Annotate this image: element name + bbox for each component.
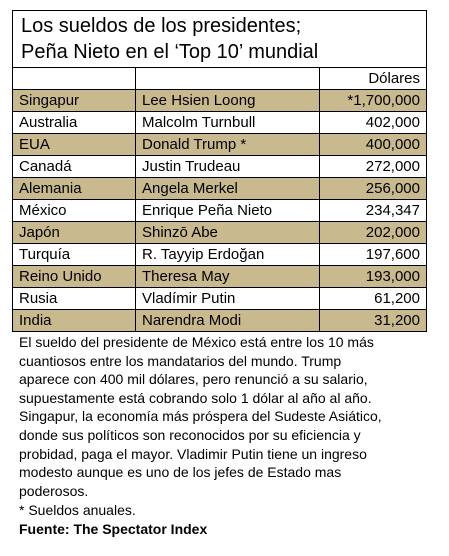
table-cell: Theresa May [135,265,319,287]
table-cell: Enrique Peña Nieto [135,199,319,221]
table-cell: Lee Hsien Loong [135,89,319,111]
table-cell: 202,000 [319,221,426,243]
body-line: cuantiosos entre los mandatarios del mun… [19,352,342,369]
table-cell: Turquía [13,243,135,265]
body-line: modesto aunque es uno de los jefes de Es… [19,464,342,481]
body-line: El sueldo del presidente de México está … [19,334,374,350]
title-line: Los sueldos de los presidentes; [21,15,302,37]
table-cell: Alemania [13,177,135,199]
source: Fuente: The Spectator Index [19,521,208,537]
table-cell: 234,347 [319,199,426,221]
header-cell: Dólares [319,67,426,89]
salary-table: Los sueldos de los presidentes; Peña Nie… [12,10,427,332]
body-line: aparece con 400 mil dólares, pero renunc… [19,371,368,388]
table-cell: Australia [13,111,135,133]
header-blank [13,67,135,89]
table-cell: R. Tayyip Erdoğan [135,243,319,265]
table-cell: 193,000 [319,265,426,287]
table-cell: *1,700,000 [319,89,426,111]
body-line: donde sus políticos son reconocidos por … [19,427,361,443]
table-cell: Shinzō Abe [135,221,319,243]
table-cell: Vladímir Putin [135,287,319,309]
title-line: Peña Nieto en el ‘Top 10’ mundial [21,41,319,63]
table-cell: Reino Unido [13,265,135,287]
table-cell: Japón [13,221,135,243]
table-cell: Singapur [13,89,135,111]
table-cell: Malcolm Turnbull [135,111,319,133]
body-line: probidad, paga el mayor. Vladimir Putin … [19,445,367,462]
table-cell: 400,000 [319,133,426,155]
table-cell: Rusia [13,287,135,309]
header-blank [135,67,319,89]
table-cell: México [13,199,135,221]
body-line: Singapur, la economía más próspera del S… [19,408,382,425]
table-cell: Donald Trump * [135,133,319,155]
table-cell: 197,600 [319,243,426,265]
body-line: supuestamente está cobrando solo 1 dólar… [19,389,372,406]
table-cell: Canadá [13,155,135,177]
table-cell: 256,000 [319,177,426,199]
footnote: * Sueldos anuales. [19,502,136,518]
table-cell: 61,200 [319,287,426,309]
table-cell: Angela Merkel [135,177,319,199]
table-cell: Justin Trudeau [135,155,319,177]
table-cell: 402,000 [319,111,426,133]
table-cell: 272,000 [319,155,426,177]
table-cell: India [13,309,135,331]
table-cell: 31,200 [319,309,426,331]
table-cell: EUA [13,133,135,155]
body-line: poderosos. [19,482,89,499]
table-cell: Narendra Modi [135,309,319,331]
